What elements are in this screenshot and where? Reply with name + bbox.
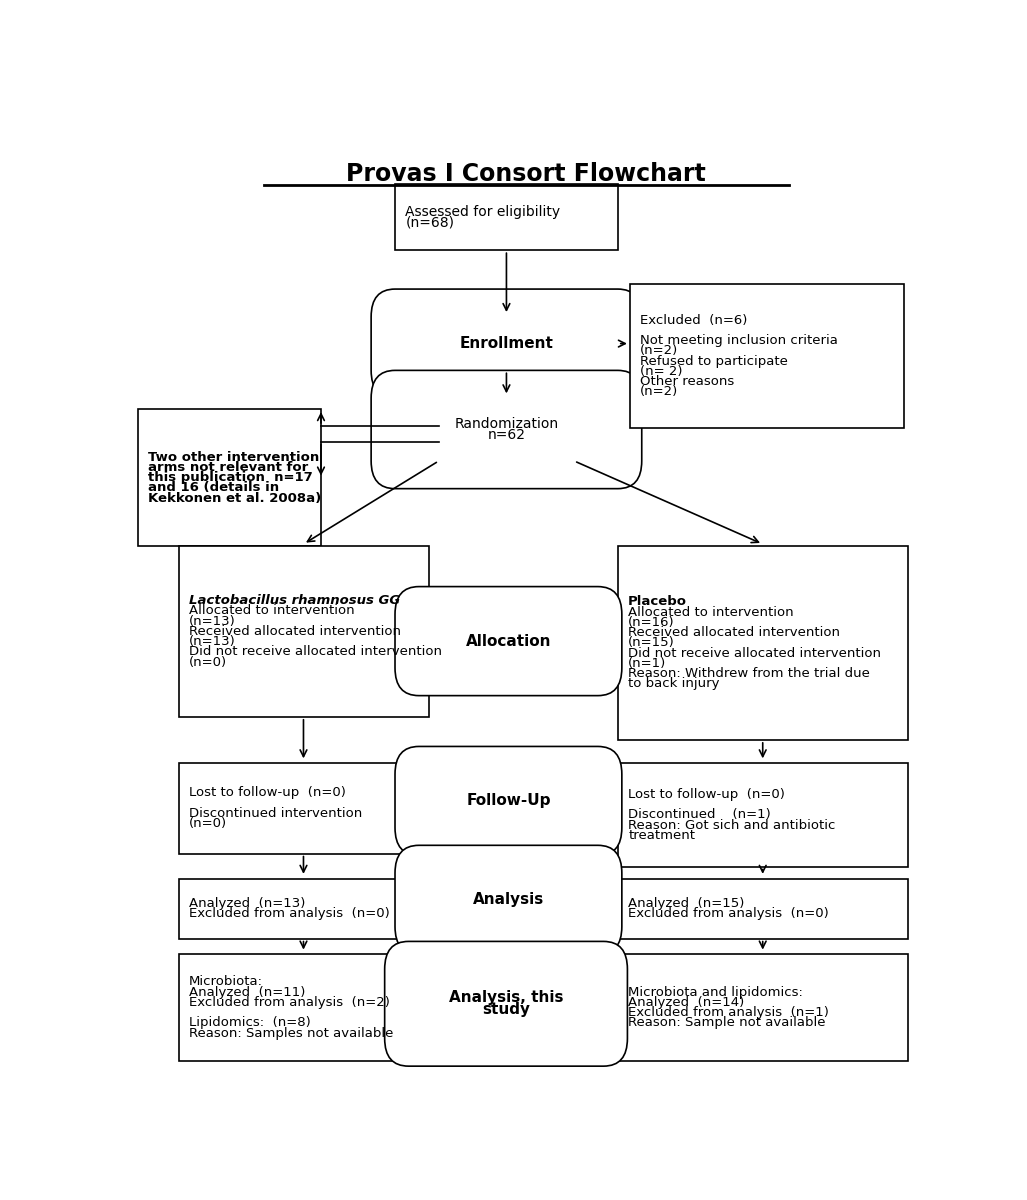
Text: and 16 (details in: and 16 (details in — [148, 481, 279, 494]
Text: Assessed for eligibility: Assessed for eligibility — [406, 205, 561, 218]
Text: (n=13): (n=13) — [189, 635, 235, 648]
Text: Lipidomics:  (n=8): Lipidomics: (n=8) — [189, 1016, 310, 1030]
Text: Microbiota:: Microbiota: — [189, 976, 263, 989]
Text: Reason: Withdrew from the trial due: Reason: Withdrew from the trial due — [629, 667, 870, 680]
Text: Received allocated intervention: Received allocated intervention — [189, 625, 401, 638]
Text: (n=15): (n=15) — [629, 636, 675, 649]
FancyBboxPatch shape — [395, 184, 618, 251]
Text: arms not relevant for: arms not relevant for — [148, 461, 308, 474]
Text: Analysis: Analysis — [472, 893, 544, 907]
FancyBboxPatch shape — [395, 587, 622, 696]
Text: Provas I Consort Flowchart: Provas I Consort Flowchart — [346, 162, 707, 186]
FancyBboxPatch shape — [179, 763, 429, 853]
FancyBboxPatch shape — [179, 546, 429, 716]
Text: Analyzed  (n=11): Analyzed (n=11) — [189, 985, 305, 998]
Text: to back injury: to back injury — [629, 678, 720, 690]
Text: (n=2): (n=2) — [640, 385, 679, 398]
Text: (n=0): (n=0) — [189, 817, 227, 830]
Text: Reason: Samples not available: Reason: Samples not available — [189, 1026, 393, 1039]
FancyBboxPatch shape — [395, 845, 622, 954]
Text: Excluded from analysis  (n=0): Excluded from analysis (n=0) — [629, 907, 829, 920]
Text: Microbiota and lipidomics:: Microbiota and lipidomics: — [629, 985, 803, 998]
FancyBboxPatch shape — [138, 409, 321, 546]
Text: Discontinued    (n=1): Discontinued (n=1) — [629, 809, 771, 821]
Text: Not meeting inclusion criteria: Not meeting inclusion criteria — [640, 334, 838, 347]
Text: Discontinued intervention: Discontinued intervention — [189, 806, 363, 820]
FancyBboxPatch shape — [618, 763, 909, 866]
Text: (n=16): (n=16) — [629, 616, 675, 629]
Text: Refused to participate: Refused to participate — [640, 355, 788, 367]
Text: Excluded from analysis  (n=2): Excluded from analysis (n=2) — [189, 996, 389, 1009]
Text: (n=68): (n=68) — [406, 215, 454, 229]
Text: Received allocated intervention: Received allocated intervention — [629, 626, 840, 640]
FancyBboxPatch shape — [371, 289, 642, 398]
FancyBboxPatch shape — [630, 284, 905, 427]
Text: Analyzed  (n=15): Analyzed (n=15) — [629, 896, 745, 910]
Text: Analyzed  (n=13): Analyzed (n=13) — [189, 896, 305, 910]
FancyBboxPatch shape — [618, 546, 909, 740]
Text: Lactobacillus rhamnosus GG: Lactobacillus rhamnosus GG — [189, 594, 401, 607]
Text: Follow-Up: Follow-Up — [466, 793, 550, 809]
Text: Placebo: Placebo — [629, 595, 687, 608]
Text: Reason: Got sich and antibiotic: Reason: Got sich and antibiotic — [629, 818, 836, 832]
Text: Analysis, this: Analysis, this — [449, 990, 563, 1006]
FancyBboxPatch shape — [179, 878, 429, 938]
Text: Randomization: Randomization — [454, 418, 559, 431]
Text: (n=1): (n=1) — [629, 656, 667, 670]
Text: Analyzed  (n=14): Analyzed (n=14) — [629, 996, 745, 1009]
Text: Did not receive allocated intervention: Did not receive allocated intervention — [629, 647, 881, 660]
Text: Allocation: Allocation — [465, 634, 551, 649]
Text: Excluded from analysis  (n=0): Excluded from analysis (n=0) — [189, 907, 389, 920]
FancyBboxPatch shape — [179, 954, 429, 1061]
Text: Two other intervention: Two other intervention — [148, 450, 319, 463]
Text: Allocated to intervention: Allocated to intervention — [189, 605, 354, 618]
FancyBboxPatch shape — [385, 942, 627, 1066]
Text: Enrollment: Enrollment — [459, 336, 554, 352]
FancyBboxPatch shape — [371, 371, 642, 488]
Text: Lost to follow-up  (n=0): Lost to follow-up (n=0) — [189, 786, 346, 799]
FancyBboxPatch shape — [395, 746, 622, 856]
Text: n=62: n=62 — [488, 428, 526, 442]
Text: Allocated to intervention: Allocated to intervention — [629, 606, 794, 619]
Text: Excluded  (n=6): Excluded (n=6) — [640, 313, 748, 326]
Text: (n= 2): (n= 2) — [640, 365, 683, 378]
Text: this publication  n=17: this publication n=17 — [148, 472, 313, 484]
Text: Excluded from analysis  (n=1): Excluded from analysis (n=1) — [629, 1006, 829, 1019]
Text: Kekkonen et al. 2008a): Kekkonen et al. 2008a) — [148, 492, 321, 504]
Text: Did not receive allocated intervention: Did not receive allocated intervention — [189, 646, 442, 659]
Text: Lost to follow-up  (n=0): Lost to follow-up (n=0) — [629, 788, 785, 800]
FancyBboxPatch shape — [618, 878, 909, 938]
Text: (n=0): (n=0) — [189, 655, 227, 668]
Text: treatment: treatment — [629, 829, 695, 842]
Text: Reason: Sample not available: Reason: Sample not available — [629, 1016, 826, 1030]
Text: Other reasons: Other reasons — [640, 376, 734, 388]
FancyBboxPatch shape — [618, 954, 909, 1061]
Text: (n=13): (n=13) — [189, 614, 235, 628]
Text: (n=2): (n=2) — [640, 344, 679, 358]
Text: study: study — [482, 1002, 530, 1018]
